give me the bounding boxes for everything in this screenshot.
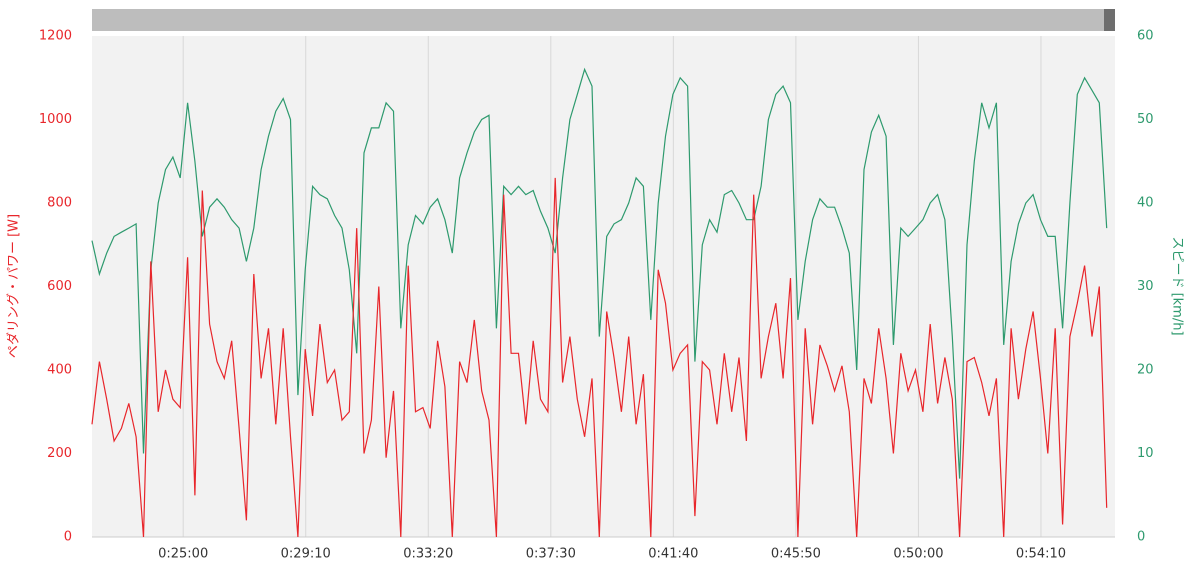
- x-tick-label: 0:50:00: [893, 547, 943, 562]
- y2-tick-label: 30: [1137, 279, 1154, 294]
- scrollbar-track[interactable]: [92, 9, 1115, 31]
- y2-tick-label: 0: [1137, 530, 1145, 545]
- y2-tick-label: 40: [1137, 196, 1154, 211]
- x-tick-label: 0:41:40: [648, 547, 698, 562]
- y-tick-label: 800: [47, 196, 72, 211]
- y-tick-label: 1000: [39, 112, 72, 127]
- y2-tick-label: 60: [1137, 29, 1154, 44]
- y-tick-label: 1200: [39, 29, 72, 44]
- x-tick-label: 0:33:20: [403, 547, 453, 562]
- series-line: [91, 67, 1108, 479]
- x-tick-label: 0:25:00: [158, 547, 208, 562]
- x-tick-label: 0:45:50: [771, 547, 821, 562]
- x-tick-label: 0:54:10: [1016, 547, 1066, 562]
- y2-tick-label: 20: [1137, 363, 1154, 378]
- y-tick-label: 0: [64, 530, 72, 545]
- x-tick-label: 0:29:10: [281, 547, 331, 562]
- scrollbar-handle[interactable]: [1104, 9, 1115, 31]
- y2-tick-label: 10: [1137, 446, 1154, 461]
- y2-axis-title: スピード [km/h]: [1170, 236, 1185, 335]
- y-tick-label: 600: [47, 279, 72, 294]
- y-tick-label: 400: [47, 363, 72, 378]
- y-axis-title: ペダリング・パワー [W]: [7, 214, 22, 358]
- y-tick-label: 200: [47, 446, 72, 461]
- x-tick-label: 0:37:30: [526, 547, 576, 562]
- y2-tick-label: 50: [1137, 112, 1154, 127]
- series-line: [91, 177, 1108, 538]
